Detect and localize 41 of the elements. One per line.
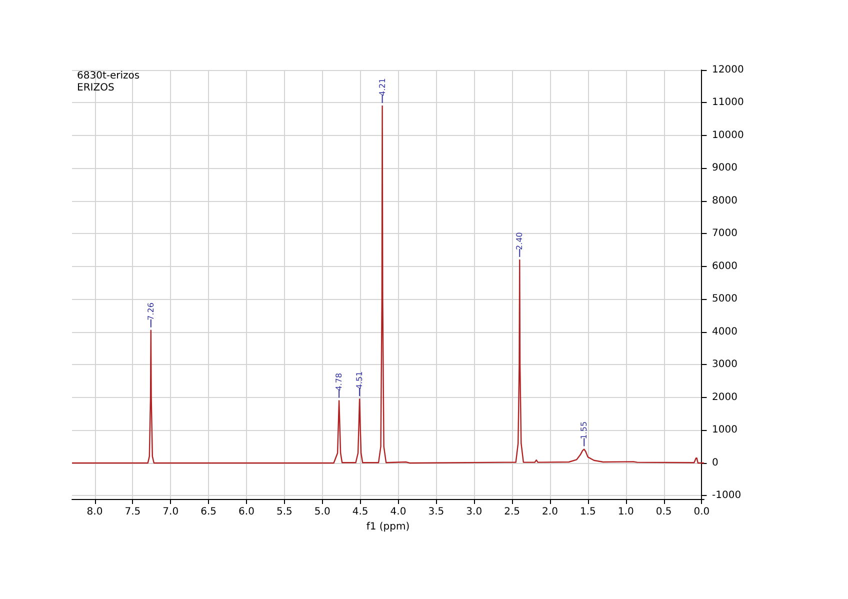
x-tick-label: 1.0 xyxy=(618,506,634,518)
y-tick-label: 7000 xyxy=(712,228,738,240)
x-tick-label: 2.0 xyxy=(542,506,558,518)
y-tick-label: 3000 xyxy=(712,359,738,370)
annotation: 4.21 xyxy=(378,78,387,96)
text: ERIZOS xyxy=(77,82,114,94)
y-tick-label: 8000 xyxy=(712,195,738,206)
x-tick-label: 5.0 xyxy=(314,506,330,518)
x-tick-label: 6.5 xyxy=(200,506,217,518)
line-series xyxy=(71,105,705,464)
annotation: 4.78 xyxy=(334,372,344,391)
y-tick-label: 2000 xyxy=(712,392,738,403)
y-tick-label: 5000 xyxy=(712,294,738,305)
annotation: 1.55 xyxy=(580,421,589,440)
y-tick-label: 0 xyxy=(712,457,718,468)
x-tick-label: 1.5 xyxy=(580,506,596,518)
annotation: 7.26 xyxy=(146,302,156,320)
y-tick-label: 12000 xyxy=(712,64,744,76)
x-tick-label: 6.0 xyxy=(238,506,254,518)
y-tick-label: 9000 xyxy=(712,162,738,174)
x-tick-label: 3.0 xyxy=(466,506,482,518)
x-tick-label: 2.5 xyxy=(504,506,520,518)
x-tick-label: 3.5 xyxy=(428,506,444,518)
x-tick-label: 0.5 xyxy=(656,506,672,518)
y-tick-label: 4000 xyxy=(712,326,738,338)
x-tick-label: 7.0 xyxy=(162,506,179,518)
x-tick-label: 0.0 xyxy=(694,506,710,518)
x-tick-label: 4.5 xyxy=(352,506,368,518)
x-tick-label: 8.0 xyxy=(86,506,103,518)
chart-title: 6830t-erizos xyxy=(77,70,140,82)
y-tick-label: 1000 xyxy=(712,424,738,436)
annotation: 4.51 xyxy=(355,371,364,390)
y-tick-label: 6000 xyxy=(712,260,738,272)
y-tick-label: 10000 xyxy=(712,130,744,141)
x-tick-label: 5.5 xyxy=(276,506,292,518)
x-axis-title: f1 (ppm) xyxy=(366,521,410,532)
annotation: 2.40 xyxy=(515,232,524,250)
x-tick-label: 7.5 xyxy=(124,506,141,518)
y-tick-label: -1000 xyxy=(712,490,742,502)
y-tick-label: 11000 xyxy=(712,97,744,108)
x-tick-label: 4.0 xyxy=(390,506,406,518)
